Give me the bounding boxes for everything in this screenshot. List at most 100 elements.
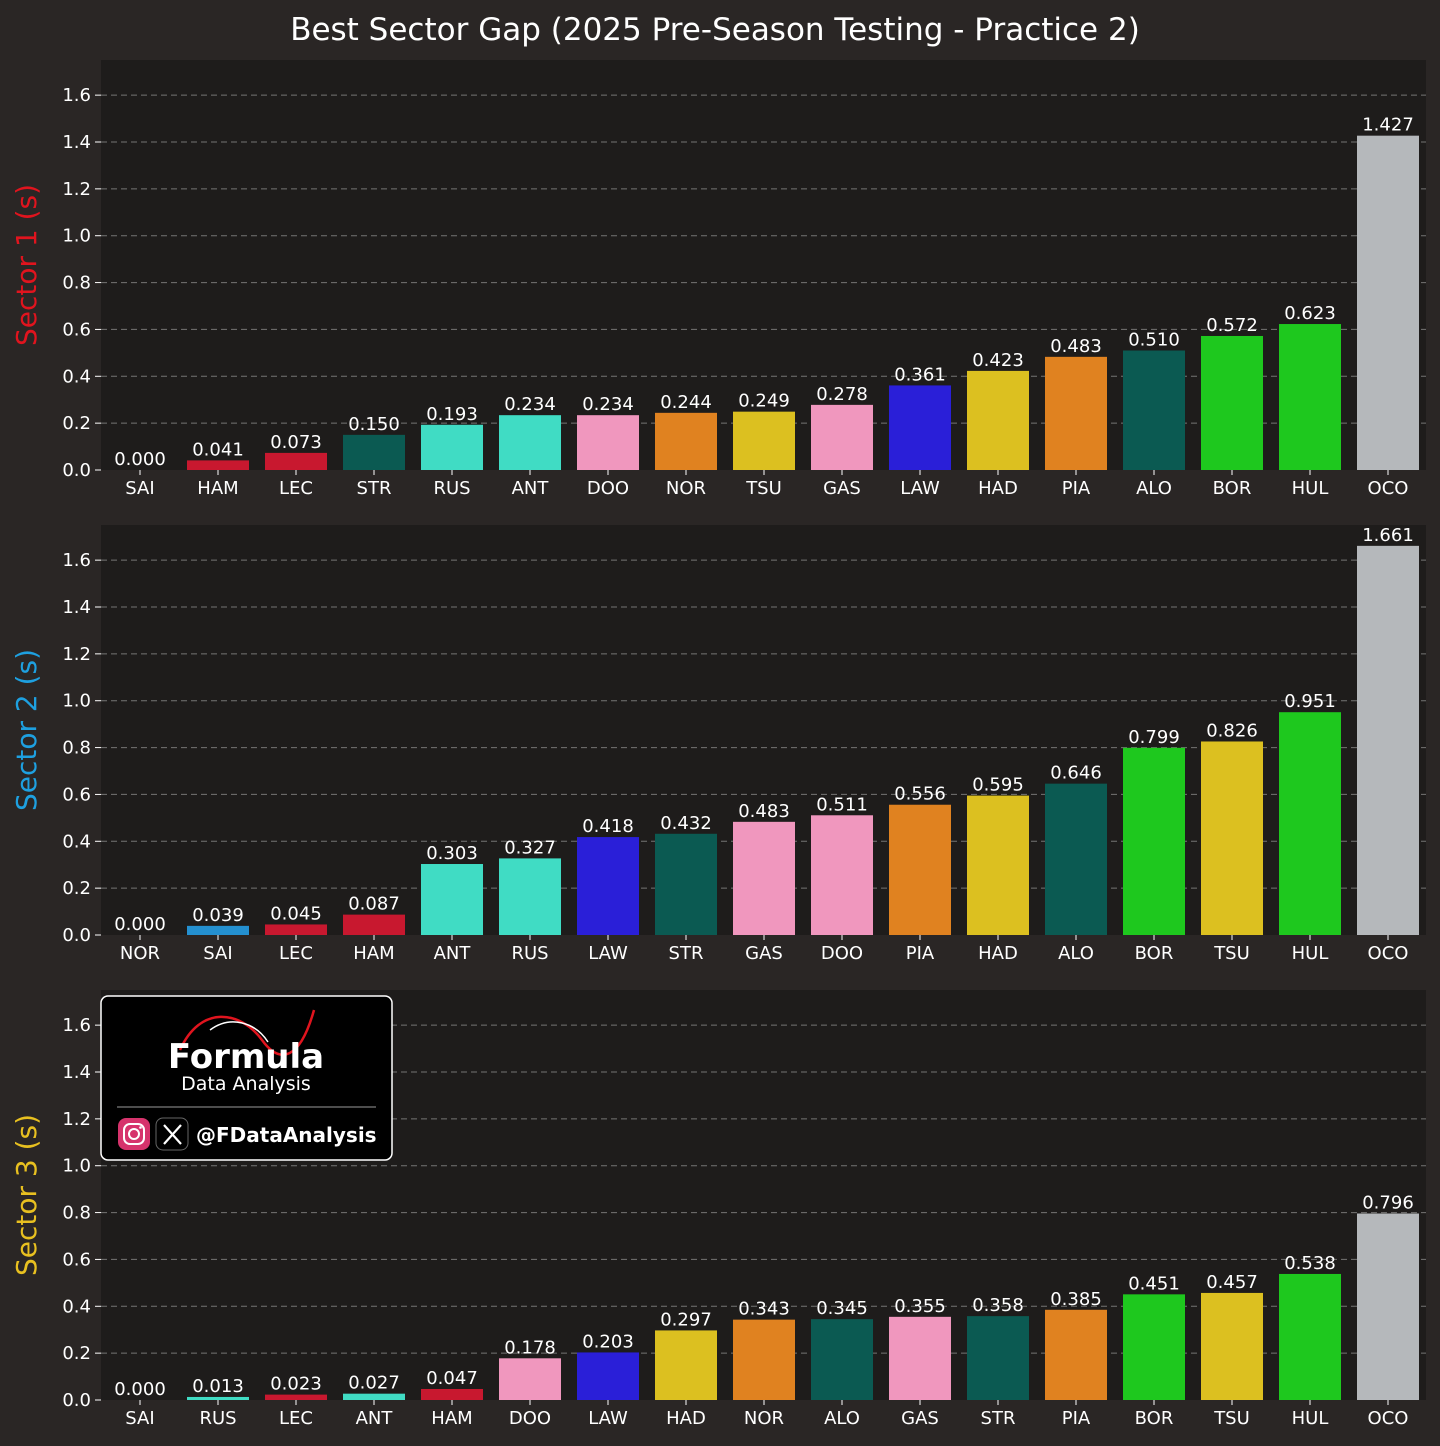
- data-label: 1.661: [1362, 525, 1414, 546]
- x-tick-label: HUL: [1292, 943, 1329, 964]
- x-tick-label: GAS: [823, 478, 861, 499]
- y-axis-label: Sector 2 (s): [10, 649, 43, 811]
- data-label: 0.355: [894, 1296, 946, 1317]
- x-tick-label: DOO: [587, 478, 629, 499]
- data-label: 0.556: [894, 784, 946, 805]
- x-tick-label: LAW: [900, 478, 940, 499]
- bar: [655, 833, 717, 935]
- y-tick-label: 0.6: [62, 784, 91, 805]
- x-tick-label: PIA: [1062, 478, 1091, 499]
- chart-panel-1: 0.0 0.2 0.4 0.6 0.8 1.0 1.2 1.4 1.6 Sector 1 (s) 0…: [10, 60, 1426, 499]
- x-tick-label: GAS: [745, 943, 783, 964]
- data-label: 0.358: [972, 1295, 1024, 1316]
- logo-brand-formula: Formula: [168, 1037, 324, 1077]
- bar: [655, 1330, 717, 1400]
- bar: [1201, 335, 1263, 470]
- y-axis-label: Sector 3 (s): [10, 1114, 43, 1276]
- x-tick-label: DOO: [821, 943, 863, 964]
- data-label: 0.483: [738, 801, 790, 822]
- y-tick-label: 0.4: [62, 1296, 91, 1317]
- y-tick-label: 1.6: [62, 85, 91, 106]
- y-tick-label: 1.2: [62, 179, 91, 200]
- x-tick-label: BOR: [1213, 478, 1252, 499]
- x-tick-label: HAM: [353, 943, 394, 964]
- bar: [1045, 783, 1107, 935]
- bar: [1123, 350, 1185, 470]
- bar: [733, 411, 795, 470]
- y-tick-label: 1.4: [62, 132, 91, 153]
- x-tick-label: ALO: [1058, 943, 1094, 964]
- x-tick-label: TSU: [745, 478, 782, 499]
- x-tick-label: LAW: [588, 943, 628, 964]
- x-tick-label: ALO: [1136, 478, 1172, 499]
- bar: [343, 1393, 405, 1400]
- x-tick-label: OCO: [1368, 943, 1409, 964]
- data-label: 0.799: [1128, 727, 1180, 748]
- data-label: 0.023: [270, 1374, 322, 1395]
- bar: [1045, 1309, 1107, 1400]
- data-label: 0.457: [1206, 1272, 1258, 1293]
- data-label: 0.423: [972, 350, 1024, 371]
- chart-panel-2: 0.0 0.2 0.4 0.6 0.8 1.0 1.2 1.4 1.6 Sector 2 (s) 0…: [10, 525, 1426, 964]
- bar: [733, 1319, 795, 1400]
- y-tick-label: 0.8: [62, 738, 91, 759]
- y-tick-label: 0.4: [62, 831, 91, 852]
- x-tick-label: STR: [981, 1408, 1016, 1429]
- y-tick-label: 1.2: [62, 644, 91, 665]
- y-tick-label: 1.0: [62, 691, 91, 712]
- data-label: 0.385: [1050, 1289, 1102, 1310]
- bar: [577, 415, 639, 470]
- data-label: 0.027: [348, 1373, 400, 1394]
- data-label: 0.826: [1206, 720, 1258, 741]
- bar: [187, 460, 249, 470]
- data-label: 1.427: [1362, 115, 1414, 136]
- data-label: 0.572: [1206, 315, 1258, 336]
- bar: [1201, 1292, 1263, 1400]
- y-tick-label: 1.4: [62, 597, 91, 618]
- bar: [1201, 741, 1263, 935]
- bar: [421, 864, 483, 935]
- x-tick-label: STR: [669, 943, 704, 964]
- data-label: 0.595: [972, 775, 1024, 796]
- x-tick-label: PIA: [1062, 1408, 1091, 1429]
- y-tick-label: 0.4: [62, 366, 91, 387]
- chart-title: Best Sector Gap (2025 Pre-Season Testing…: [290, 12, 1140, 48]
- social-handle: @FDataAnalysis: [196, 1123, 377, 1147]
- bar: [577, 1352, 639, 1400]
- y-tick-label: 0.6: [62, 319, 91, 340]
- x-tick-label: SAI: [125, 1408, 154, 1429]
- bar: [1279, 324, 1341, 470]
- x-tick-label: ANT: [434, 943, 472, 964]
- x-twitter-icon: [155, 1117, 189, 1151]
- data-label: 0.150: [348, 414, 400, 435]
- y-tick-label: 0.2: [62, 1343, 91, 1364]
- x-tick-label: HAM: [197, 478, 238, 499]
- x-tick-label: NOR: [744, 1408, 784, 1429]
- data-label: 0.623: [1284, 303, 1336, 324]
- bar: [1123, 747, 1185, 935]
- bar: [577, 837, 639, 935]
- y-tick-label: 0.2: [62, 878, 91, 899]
- logo-swoosh-accent-icon: [209, 1021, 269, 1043]
- data-label: 0.451: [1128, 1273, 1180, 1294]
- data-label: 0.041: [192, 439, 244, 460]
- y-tick-label: 0.0: [62, 925, 91, 946]
- x-tick-label: OCO: [1368, 478, 1409, 499]
- x-tick-label: LEC: [279, 478, 313, 499]
- x-tick-label: STR: [357, 478, 392, 499]
- y-tick-label: 1.6: [62, 550, 91, 571]
- data-label: 0.278: [816, 384, 868, 405]
- bar: [1045, 356, 1107, 470]
- x-tick-label: NOR: [666, 478, 706, 499]
- y-tick-label: 0.0: [62, 1390, 91, 1411]
- data-label: 0.249: [738, 391, 790, 412]
- y-tick-label: 0.8: [62, 273, 91, 294]
- y-tick-label: 1.6: [62, 1015, 91, 1036]
- data-label: 0.087: [348, 894, 400, 915]
- data-label: 0.203: [582, 1331, 634, 1352]
- data-label: 0.234: [582, 394, 634, 415]
- bar: [967, 795, 1029, 935]
- bar: [655, 412, 717, 470]
